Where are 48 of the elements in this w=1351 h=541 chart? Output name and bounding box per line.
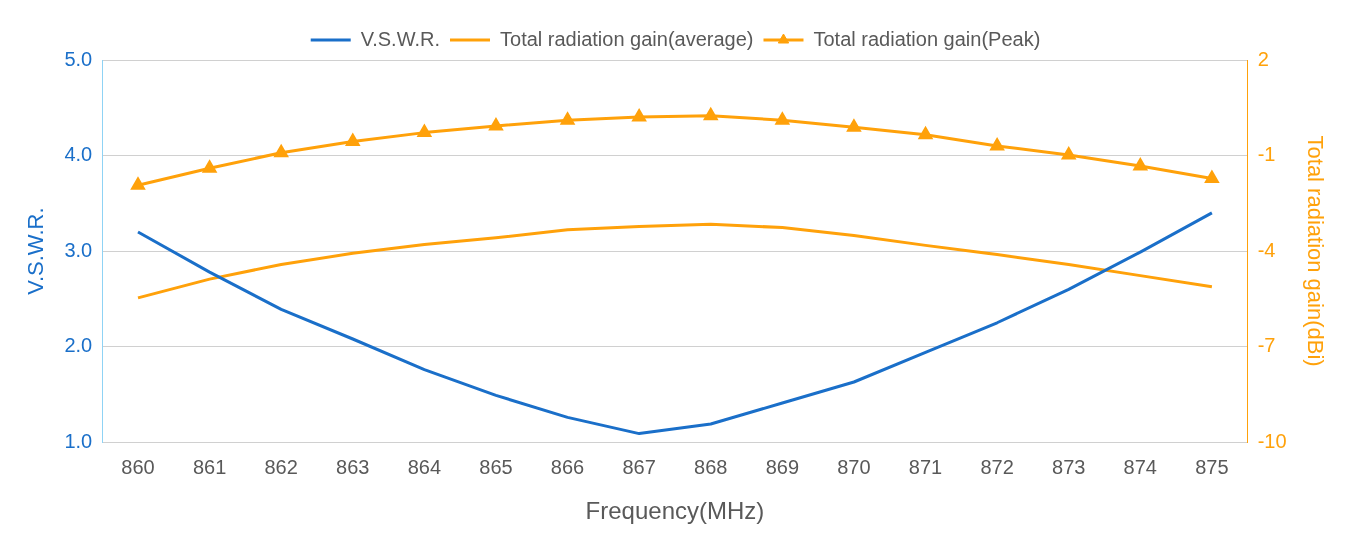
y-tick-label: 3.0 bbox=[64, 238, 93, 261]
point bbox=[131, 177, 145, 190]
x-tick-label: 862 bbox=[264, 455, 298, 478]
x-tick-label: 865 bbox=[479, 455, 513, 478]
y-tick-label: 2.0 bbox=[64, 334, 93, 357]
x-tick-label: 874 bbox=[1123, 455, 1157, 478]
x-tick-label: 864 bbox=[407, 455, 442, 478]
x-tick-label: 863 bbox=[336, 455, 370, 478]
y-tick-label: 4.0 bbox=[64, 143, 93, 166]
point bbox=[560, 112, 575, 125]
y2-tick-label: -10 bbox=[1257, 429, 1287, 452]
x-tick-label: 861 bbox=[192, 455, 227, 478]
point bbox=[274, 145, 288, 158]
y-tick-label: 1.0 bbox=[64, 429, 93, 452]
legend-label: Total radiation gain(average) bbox=[500, 27, 754, 50]
y2-tick-label: -7 bbox=[1257, 334, 1276, 357]
y2-axis-title: Total radiation gain(dBi) bbox=[1302, 135, 1328, 367]
point bbox=[346, 134, 360, 147]
x-tick-label: 871 bbox=[908, 455, 943, 478]
x-tick-label: 873 bbox=[1052, 455, 1086, 478]
x-tick-label: 868 bbox=[694, 455, 728, 478]
point bbox=[775, 112, 790, 125]
y2-tick-label: -1 bbox=[1257, 143, 1276, 166]
y-tick-label: 5.0 bbox=[64, 47, 93, 70]
point bbox=[1062, 147, 1076, 160]
x-tick-label: 866 bbox=[550, 455, 585, 478]
x-tick-label: 870 bbox=[837, 455, 871, 478]
point bbox=[202, 160, 217, 173]
point bbox=[918, 127, 933, 140]
point bbox=[847, 119, 861, 132]
y-axis-title: V.S.W.R. bbox=[23, 207, 49, 295]
x-tick-label: 872 bbox=[980, 455, 1014, 478]
y2-tick-label: -4 bbox=[1257, 238, 1276, 261]
point bbox=[990, 138, 1004, 151]
y2-tick-label: 2 bbox=[1257, 47, 1269, 70]
point bbox=[417, 125, 432, 138]
point bbox=[1205, 170, 1219, 183]
point bbox=[632, 109, 646, 122]
point bbox=[1133, 158, 1147, 171]
legend-label: V.S.W.R. bbox=[360, 27, 441, 50]
x-tick-label: 867 bbox=[622, 455, 656, 478]
x-axis-title: Frequency(MHz) bbox=[585, 497, 765, 525]
x-tick-label: 869 bbox=[765, 455, 800, 478]
x-tick-label: 875 bbox=[1195, 455, 1229, 478]
x-tick-label: 860 bbox=[121, 455, 155, 478]
point bbox=[489, 118, 503, 131]
legend-label: Total radiation gain(Peak) bbox=[813, 27, 1041, 50]
point bbox=[704, 108, 718, 121]
